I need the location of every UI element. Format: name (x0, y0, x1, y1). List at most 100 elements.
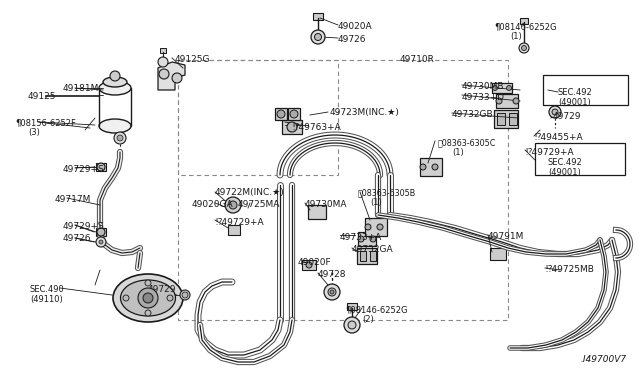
Ellipse shape (113, 274, 183, 322)
Circle shape (344, 317, 360, 333)
Bar (178, 60, 338, 175)
Circle shape (182, 292, 188, 298)
Text: (1): (1) (452, 148, 464, 157)
Text: 49020F: 49020F (298, 258, 332, 267)
Bar (360, 251, 366, 261)
Bar (96, 228, 106, 236)
Text: 49181M: 49181M (63, 84, 99, 93)
Circle shape (496, 98, 502, 104)
Circle shape (229, 201, 237, 209)
Bar (302, 260, 316, 270)
Bar (96, 163, 106, 171)
Bar (308, 205, 326, 219)
Text: 49733+A: 49733+A (340, 233, 382, 242)
Circle shape (158, 57, 168, 67)
Bar (282, 120, 302, 134)
Bar (543, 75, 628, 105)
Circle shape (117, 135, 123, 141)
Text: 49125G: 49125G (175, 55, 211, 64)
Circle shape (277, 110, 285, 118)
Text: ¶08156-6252F: ¶08156-6252F (15, 118, 76, 127)
Circle shape (348, 321, 356, 329)
Text: 倅08363-6305C: 倅08363-6305C (438, 138, 497, 147)
Circle shape (99, 240, 103, 244)
Text: 49020A: 49020A (338, 22, 372, 31)
Circle shape (358, 236, 364, 242)
Circle shape (167, 295, 173, 301)
Circle shape (97, 163, 105, 171)
Circle shape (513, 98, 519, 104)
Text: 49729+S: 49729+S (63, 222, 105, 231)
Text: 49728: 49728 (318, 270, 346, 279)
Text: (3): (3) (28, 128, 40, 137)
Bar (288, 108, 300, 120)
Polygon shape (158, 62, 185, 90)
Text: 49732GA: 49732GA (352, 245, 394, 254)
Circle shape (377, 224, 383, 230)
Circle shape (420, 164, 426, 170)
Text: ⁉49729+A: ⁉49729+A (525, 148, 573, 157)
Circle shape (290, 110, 298, 118)
Circle shape (225, 197, 241, 213)
Text: SEC.490: SEC.490 (30, 285, 65, 294)
Circle shape (365, 224, 371, 230)
Text: 49730MA: 49730MA (305, 200, 348, 209)
Circle shape (324, 284, 340, 300)
Circle shape (549, 106, 561, 118)
Text: ⁉49729+A: ⁉49729+A (215, 218, 264, 227)
Bar (496, 94, 518, 108)
Circle shape (123, 295, 129, 301)
Bar (357, 248, 377, 264)
Text: 49723M(INC.★): 49723M(INC.★) (330, 108, 400, 117)
Circle shape (110, 71, 120, 81)
Text: ¶08146-6252G: ¶08146-6252G (494, 22, 557, 31)
Text: SEC.492: SEC.492 (548, 158, 583, 167)
Text: (2): (2) (362, 315, 374, 324)
Text: .I49700V7: .I49700V7 (580, 355, 626, 364)
Circle shape (180, 290, 190, 300)
Circle shape (287, 122, 297, 132)
Circle shape (328, 288, 336, 296)
Text: 49791M: 49791M (488, 232, 524, 241)
Circle shape (522, 45, 527, 51)
Text: 49726: 49726 (63, 234, 92, 243)
Circle shape (519, 43, 529, 53)
Circle shape (138, 288, 158, 308)
Circle shape (145, 310, 151, 316)
Text: 49710R: 49710R (400, 55, 435, 64)
Circle shape (370, 236, 376, 242)
Text: ⁉49763+A: ⁉49763+A (292, 123, 340, 132)
Circle shape (330, 290, 334, 294)
Circle shape (145, 280, 151, 286)
Ellipse shape (120, 280, 175, 316)
Circle shape (311, 30, 325, 44)
Circle shape (96, 237, 106, 247)
Circle shape (493, 86, 497, 90)
Text: (49001): (49001) (548, 168, 580, 177)
Text: 49125: 49125 (28, 92, 56, 101)
Circle shape (432, 164, 438, 170)
Text: 49726: 49726 (338, 35, 367, 44)
Text: 49730MB: 49730MB (462, 82, 504, 91)
Circle shape (143, 293, 153, 303)
Bar (160, 48, 166, 53)
Text: (1): (1) (370, 198, 381, 207)
Bar (520, 18, 528, 24)
Text: 49722M(INC.★): 49722M(INC.★) (215, 188, 285, 197)
Circle shape (552, 109, 558, 115)
Text: (1): (1) (510, 32, 522, 41)
Text: SEC.492: SEC.492 (558, 88, 593, 97)
Circle shape (306, 262, 312, 268)
Text: (49110): (49110) (30, 295, 63, 304)
Circle shape (159, 69, 169, 79)
Circle shape (314, 33, 321, 41)
Bar (535, 143, 625, 175)
Text: (49001): (49001) (558, 98, 591, 107)
Bar (490, 248, 506, 260)
Bar (313, 13, 323, 20)
Circle shape (114, 132, 126, 144)
Text: 49717M: 49717M (55, 195, 92, 204)
Ellipse shape (103, 77, 127, 87)
Bar (494, 110, 518, 128)
Bar (365, 218, 387, 236)
